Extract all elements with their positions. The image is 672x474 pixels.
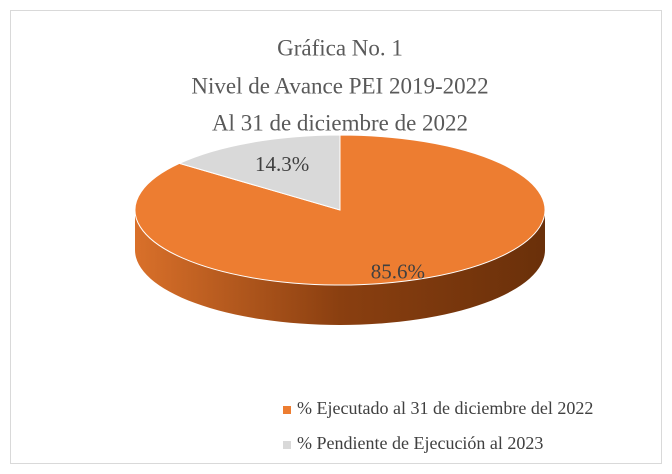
legend-marker [283,441,291,449]
data-label: 14.3% [255,152,309,176]
legend-marker [283,406,291,414]
pie-slice [178,134,341,211]
legend-label: % Pendiente de Ejecución al 2023 [297,433,543,453]
pie-side [135,210,545,325]
chart-title: Al 31 de diciembre de 2022 [212,110,468,135]
chart-title: Gráfica No. 1 [277,35,403,60]
data-label: 85.6% [371,260,425,284]
chart-title: Nivel de Avance PEI 2019-2022 [191,73,488,98]
legend-label: % Ejecutado al 31 de diciembre del 2022 [297,398,593,418]
